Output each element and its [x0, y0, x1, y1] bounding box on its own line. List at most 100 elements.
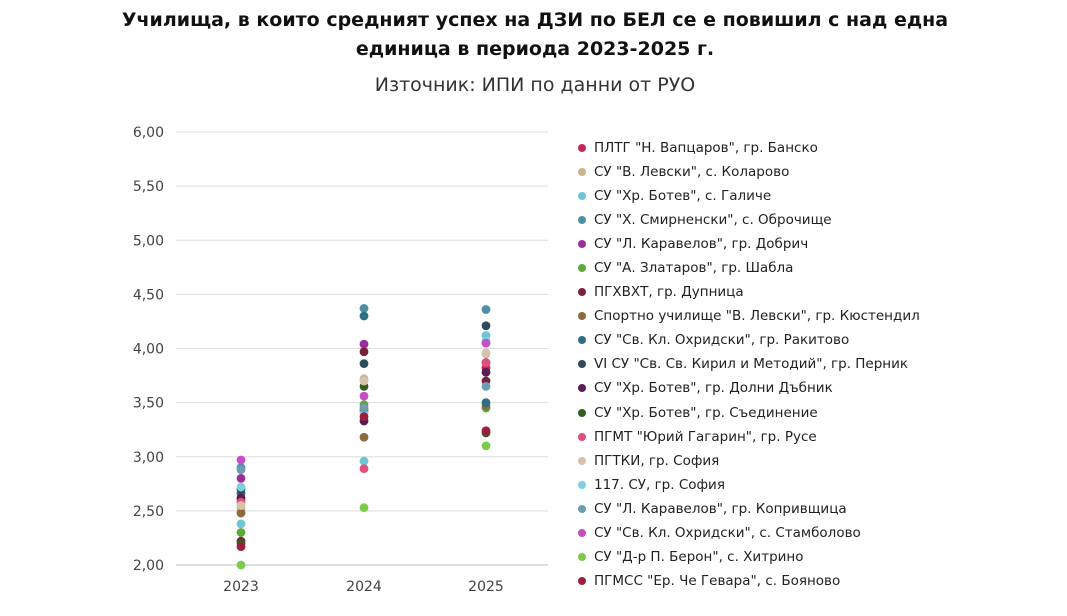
legend-marker — [578, 264, 586, 273]
legend-label: СУ "Л. Каравелов", гр. Добрич — [594, 236, 809, 253]
legend-marker — [578, 240, 586, 249]
data-point — [481, 305, 491, 314]
data-point — [236, 501, 246, 510]
legend-label: ПГХВХТ, гр. Дупница — [594, 284, 744, 301]
legend-item: СУ "Хр. Ботев", с. Галиче — [578, 184, 1058, 208]
data-point — [481, 321, 491, 331]
data-point — [359, 412, 369, 422]
legend-label: ПЛТГ "Н. Вапцаров", гр. Банско — [594, 140, 818, 157]
data-point — [359, 359, 369, 369]
legend-label: СУ "Д-р П. Берон", с. Хитрино — [594, 548, 804, 565]
data-point — [236, 482, 246, 492]
legend-item: ПГТКИ, гр. София — [578, 449, 1058, 473]
data-point — [359, 432, 369, 442]
data-point — [481, 348, 491, 358]
legend-marker — [578, 216, 586, 225]
legend-marker — [578, 576, 586, 585]
y-tick-label: 4,00 — [133, 342, 164, 358]
legend-item: СУ "Хр. Ботев", гр. Долни Дъбник — [578, 376, 1058, 400]
legend-item: ПГХВХТ, гр. Дупница — [578, 280, 1058, 304]
y-tick-label: 5,50 — [133, 179, 164, 195]
legend-label: СУ "Хр. Ботев", гр. Долни Дъбник — [594, 380, 833, 397]
legend-marker — [578, 360, 586, 369]
legend-item: СУ "А. Златаров", гр. Шабла — [578, 256, 1058, 280]
x-tick-label: 2025 — [468, 579, 504, 595]
data-point — [481, 398, 491, 408]
data-point — [359, 311, 369, 321]
legend-label: VI СУ "Св. Св. Кирил и Методий", гр. Пер… — [594, 356, 909, 373]
legend-marker — [578, 528, 586, 537]
data-point — [359, 456, 369, 466]
legend-label: СУ "Св. Кл. Охридски", гр. Ракитово — [594, 332, 850, 349]
y-tick-label: 2,00 — [133, 558, 164, 574]
legend-label: СУ "Св. Кл. Охридски", с. Стамболово — [594, 524, 861, 541]
data-point — [481, 358, 491, 367]
x-tick-label: 2023 — [223, 579, 259, 595]
legend-marker — [578, 144, 586, 153]
chart-title: Училища, в които средният успех на ДЗИ п… — [121, 9, 949, 60]
data-point — [236, 508, 246, 518]
data-point — [236, 528, 246, 537]
data-point — [359, 503, 369, 513]
data-point — [236, 474, 246, 483]
legend-label: СУ "В. Левски", с. Коларово — [594, 164, 790, 181]
legend-label: СУ "Л. Каравелов", гр. Копривщица — [594, 500, 847, 517]
legend-marker — [578, 480, 586, 489]
legend-marker — [578, 504, 586, 513]
legend-label: ПГМТ "Юрий Гагарин", гр. Русе — [594, 428, 817, 445]
legend-item: 117. СУ, гр. София — [578, 473, 1058, 497]
legend-marker — [578, 552, 586, 561]
legend-marker — [578, 432, 586, 441]
data-point — [481, 338, 491, 348]
data-point — [481, 441, 491, 451]
legend-item: СУ "Св. Кл. Охридски", гр. Ракитово — [578, 328, 1058, 352]
legend-item: ПГМСС "Ер. Че Гевара", с. Бояново — [578, 569, 1058, 593]
data-point — [236, 455, 246, 465]
data-point — [359, 376, 369, 386]
data-point — [236, 465, 246, 475]
y-tick-label: 3,00 — [133, 450, 164, 466]
chart-subtitle: Източник: ИПИ по данни от РУО — [374, 74, 696, 96]
data-point — [359, 403, 369, 413]
legend-label: СУ "А. Златаров", гр. Шабла — [594, 260, 794, 277]
legend-item: СУ "Св. Кл. Охридски", с. Стамболово — [578, 521, 1058, 545]
legend-label: СУ "Хр. Ботев", с. Галиче — [594, 188, 772, 205]
legend-item: VI СУ "Св. Св. Кирил и Методий", гр. Пер… — [578, 352, 1058, 376]
y-tick-label: 2,50 — [133, 504, 164, 520]
legend-marker — [578, 192, 586, 201]
data-point — [236, 542, 246, 551]
data-point — [359, 339, 369, 349]
data-point — [359, 464, 369, 474]
data-point — [359, 391, 369, 401]
legend-marker — [578, 288, 586, 297]
legend-marker — [578, 312, 586, 321]
legend-label: СУ "Хр. Ботев", гр. Съединение — [594, 404, 818, 421]
legend-item: СУ "В. Левски", с. Коларово — [578, 160, 1058, 184]
legend-marker — [578, 168, 586, 177]
data-point — [359, 304, 369, 313]
data-point — [481, 426, 491, 436]
legend-label: ПГТКИ, гр. София — [594, 452, 720, 469]
legend-item: ПГМТ "Юрий Гагарин", гр. Русе — [578, 425, 1058, 449]
legend-marker — [578, 336, 586, 345]
legend-label: СУ "Х. Смирненски", с. Оброчище — [594, 212, 832, 229]
y-tick-label: 3,50 — [133, 396, 164, 412]
legend-item: СУ "Х. Смирненски", с. Оброчище — [578, 208, 1058, 232]
legend-marker — [578, 456, 586, 465]
data-point — [481, 367, 491, 377]
legend-label: Спортно училище "В. Левски", гр. Кюстенд… — [594, 308, 920, 325]
data-point — [236, 519, 246, 529]
y-tick-label: 6,00 — [133, 125, 164, 141]
legend-label: 117. СУ, гр. София — [594, 476, 725, 493]
legend-marker — [578, 408, 586, 417]
legend-item: СУ "Л. Каравелов", гр. Добрич — [578, 232, 1058, 256]
legend-item: СУ "Л. Каравелов", гр. Копривщица — [578, 497, 1058, 521]
y-tick-label: 5,00 — [133, 233, 164, 249]
legend-item: ПЛТГ "Н. Вапцаров", гр. Банско — [578, 136, 1058, 160]
legend-item: СУ "Хр. Ботев", гр. Съединение — [578, 401, 1058, 425]
legend-label: ПГМСС "Ер. Че Гевара", с. Бояново — [594, 572, 841, 589]
legend-marker — [578, 384, 586, 393]
x-tick-label: 2024 — [346, 579, 382, 595]
y-tick-label: 4,50 — [133, 287, 164, 303]
data-point — [481, 381, 491, 391]
